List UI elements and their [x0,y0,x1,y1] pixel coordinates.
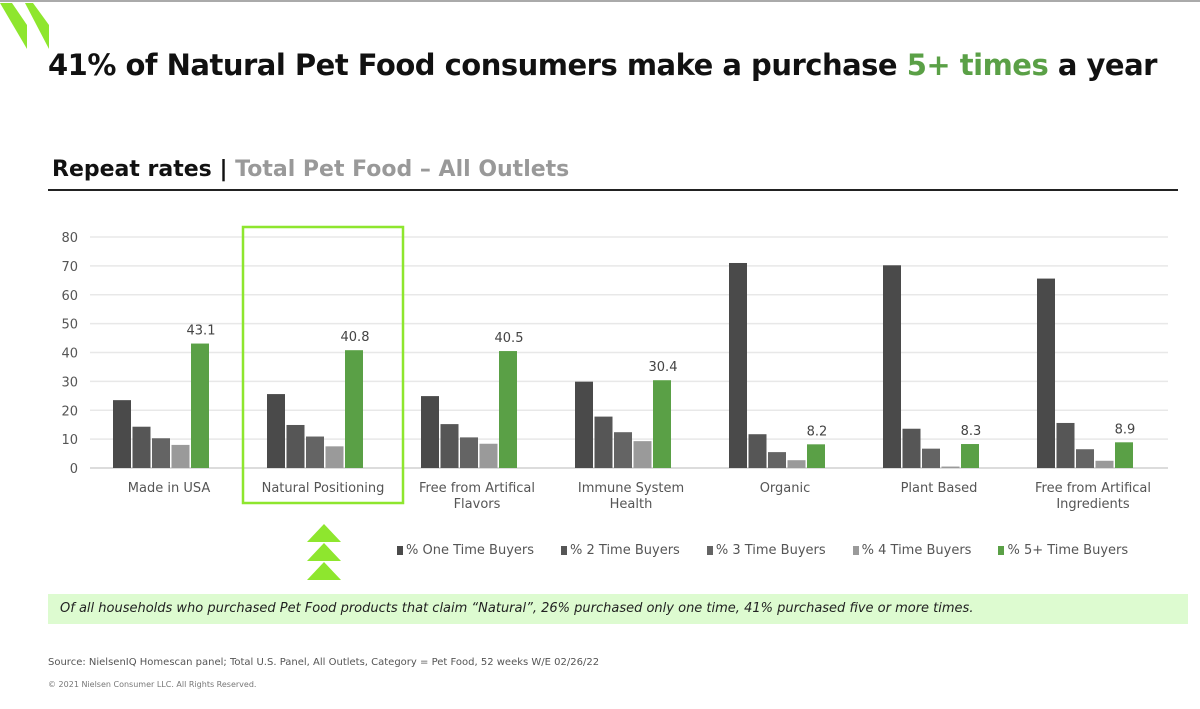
source-note: Source: NielsenIQ Homescan panel; Total … [48,657,600,668]
chart-legend: % One Time Buyers % 2 Time Buyers % 3 Time… [397,543,1128,558]
bar [902,428,921,468]
bar [267,394,285,468]
y-tick-label: 30 [61,375,78,390]
page-title: 41% of Natural Pet Food consumers make a… [48,48,1157,82]
bar [961,444,979,468]
bar [883,265,901,468]
x-tick-label: Health [610,497,653,512]
legend-label: % 4 Time Buyers [861,543,972,558]
brand-logo-icon [0,3,49,49]
legend-swatch [998,546,1005,555]
data-label: 40.5 [495,331,524,346]
y-tick-label: 10 [61,433,78,448]
legend-swatch [561,546,568,555]
y-tick-label: 20 [61,404,78,419]
highlight-box [241,225,405,505]
bar [1095,460,1114,468]
chart-subtitle: Repeat rates | Total Pet Food – All Outl… [52,157,570,182]
subtitle-rule [48,189,1178,191]
x-tick-label: Free from Artifical [1035,481,1151,496]
bar [171,444,190,468]
legend-item: % 2 Time Buyers [561,543,680,558]
bar [1056,422,1075,468]
bar [286,424,305,468]
bar [132,426,151,468]
legend-label: % 2 Time Buyers [570,543,680,558]
x-tick-label: Free from Artifical [419,481,535,496]
y-tick-label: 50 [61,318,78,333]
x-tick-label: Natural Positioning [262,481,385,496]
bar [152,438,170,468]
bar [922,448,940,468]
copyright: © 2021 Nielsen Consumer LLC. All Rights … [48,680,257,689]
bar [729,262,747,468]
x-tick-label: Flavors [454,497,501,512]
data-label: 8.3 [961,424,982,439]
bar [1076,449,1094,468]
legend-swatch [397,546,403,555]
y-tick-label: 60 [61,289,78,304]
legend-label: % 5+ Time Buyers [1007,543,1129,558]
legend-swatch [852,546,859,555]
up-arrows-icon [307,524,341,580]
data-label: 30.4 [649,360,678,375]
bar [440,424,459,468]
bar [325,446,344,468]
bar [633,441,652,468]
repeat-rates-chart: 0 10 20 30 40 50 60 70 80 43.1 Made in USA 40.8 Natu… [61,225,1168,512]
bar [421,396,439,468]
bar [479,443,498,468]
callout-box: Of all households who purchased Pet Food… [48,594,1188,624]
legend-item: % 4 Time Buyers [852,543,972,558]
data-label: 8.9 [1115,422,1136,437]
bar [768,452,786,468]
bar [191,343,209,468]
legend-label: % One Time Buyers [406,543,535,558]
legend-swatch [706,546,713,555]
y-tick-label: 40 [61,347,78,362]
x-tick-label: Made in USA [128,481,211,496]
y-tick-label: 0 [70,462,78,477]
y-tick-label: 70 [61,260,78,275]
bar [575,381,593,468]
bar [306,436,324,468]
bar [1037,278,1055,468]
data-label: 8.2 [807,424,828,439]
legend-item: % 5+ Time Buyers [998,543,1128,558]
bar [748,434,767,468]
bar [345,350,363,468]
title-highlight: 5+ times [906,48,1049,82]
x-tick-label: Organic [760,481,811,496]
bar [941,466,960,468]
bar [807,444,825,468]
bar [499,351,517,468]
top-border [0,0,1200,2]
x-tick-label: Plant Based [901,481,978,496]
bar [594,416,613,468]
bar [787,460,806,468]
bar [113,400,131,468]
legend-item: % 3 Time Buyers [706,543,826,558]
legend-item: % One Time Buyers [397,543,534,558]
y-tick-label: 80 [61,231,78,246]
bar [653,380,671,468]
legend-label: % 3 Time Buyers [715,543,826,558]
data-label: 40.8 [341,330,370,345]
x-tick-label: Immune System [578,481,684,496]
bar [460,437,478,468]
x-tick-label: Ingredients [1056,497,1130,512]
bar [614,432,632,468]
bar [1115,442,1133,468]
data-label: 43.1 [187,324,216,339]
